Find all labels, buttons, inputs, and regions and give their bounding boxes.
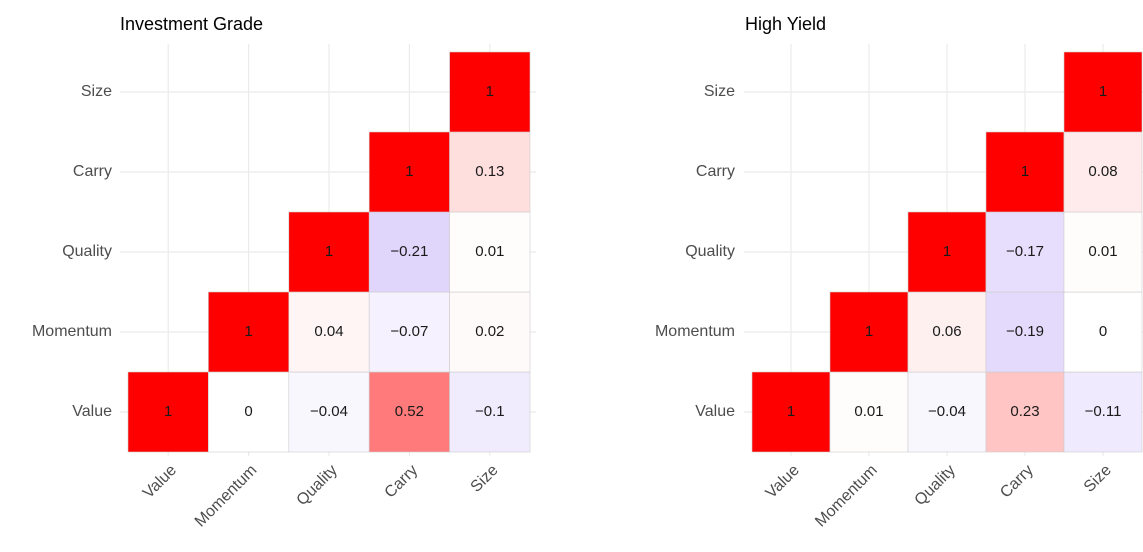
cell-label: −0.04 [310,403,348,420]
heatmap-cell [127,371,209,453]
cell-label: 0.02 [475,323,504,340]
cell-label: 1 [325,243,333,260]
heatmap-cell [368,131,450,213]
cell-label: −0.11 [1085,403,1122,420]
cell-label: 1 [164,403,172,420]
x-tick-label: Carry [382,462,422,502]
cell-label: 0.06 [932,323,961,340]
cell-label: 0.52 [395,403,424,420]
cell-label: 1 [787,403,795,420]
x-tick-label: Momentum [812,462,881,531]
y-tick-label: Size [81,83,112,100]
cell-label: −0.21 [390,243,428,260]
heatmap-cell [907,371,987,453]
y-tick-label: Momentum [655,323,735,340]
heatmap-cell [1063,51,1143,133]
heatmap-cell [288,291,370,373]
y-tick-label: Quality [62,243,112,260]
cell-label: −0.04 [928,403,966,420]
x-tick-label: Momentum [192,462,261,531]
heatmap-cell [368,211,450,293]
heatmap-cell [368,291,450,373]
cell-label: 1 [943,243,951,260]
heatmap-cell [751,371,831,453]
cell-label: 0 [244,403,252,420]
cell-label: 1 [405,163,413,180]
heatmap-cell [449,51,531,133]
heatmap-cell [907,211,987,293]
cell-label: 0.23 [1010,403,1039,420]
cell-label: 0.01 [854,403,883,420]
chart-title: High Yield [745,14,826,34]
cell-label: 1 [244,323,252,340]
heatmap-cell [208,291,290,373]
cell-label: 0.04 [314,323,343,340]
cell-label: 1 [1021,163,1029,180]
y-tick-label: Quality [685,243,735,260]
cell-label: 0.01 [475,243,504,260]
heatmap-cell [449,291,531,373]
x-tick-label: Size [1081,462,1115,496]
cell-label: −0.1 [475,403,505,420]
heatmap-cell [1063,131,1143,213]
cell-label: 0.01 [1088,243,1117,260]
heatmap-cell [288,371,370,453]
heatmap-cell [449,211,531,293]
x-tick-label: Quality [912,462,959,509]
y-tick-label: Value [695,403,735,420]
y-tick-label: Carry [696,163,735,180]
x-tick-label: Value [763,462,803,502]
heatmap-cell [449,371,531,453]
x-tick-label: Carry [997,462,1037,502]
cell-label: 0 [1099,323,1107,340]
x-tick-label: Value [140,462,180,502]
heatmap-cell [985,371,1065,453]
cell-label: 1 [865,323,873,340]
cell-label: −0.07 [390,323,428,340]
x-tick-label: Quality [294,462,341,509]
heatmap-cell [1063,211,1143,293]
heatmap-cell [208,371,290,453]
heatmap-cell [829,291,909,373]
heatmap-cell [368,371,450,453]
cell-label: −0.17 [1006,243,1044,260]
heatmap-cell [829,371,909,453]
y-tick-label: Momentum [32,323,112,340]
cell-label: −0.19 [1006,323,1044,340]
y-tick-label: Size [704,83,735,100]
cell-label: 1 [486,83,494,100]
cell-label: 1 [1099,83,1107,100]
cell-label: 0.13 [475,163,504,180]
y-tick-label: Value [72,403,112,420]
heatmap-cell [288,211,370,293]
x-tick-label: Size [468,462,502,496]
cell-label: 0.08 [1088,163,1117,180]
heatmap-cell [985,131,1065,213]
y-tick-label: Carry [73,163,112,180]
heatmap-cell [907,291,987,373]
chart-title: Investment Grade [120,14,263,34]
heatmap-cell [985,211,1065,293]
heatmap-cell [1063,371,1143,453]
